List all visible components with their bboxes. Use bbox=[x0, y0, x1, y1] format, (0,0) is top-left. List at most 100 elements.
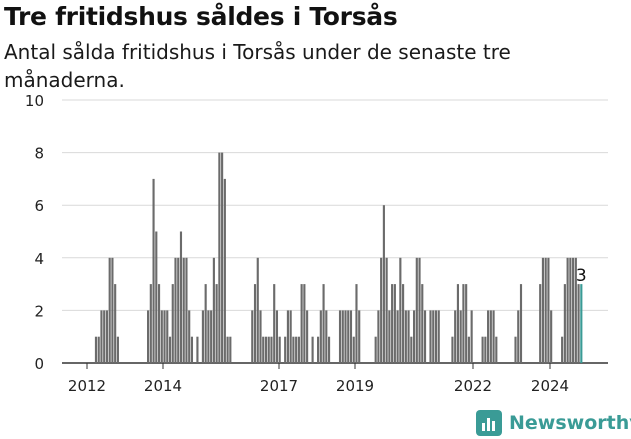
chart-title: Tre fritidshus såldes i Torsås bbox=[4, 2, 398, 31]
bar bbox=[380, 257, 383, 363]
bar-chart: 0 2 4 6 8 10 2012 2014 2017 2019 2022 2024 3 bbox=[25, 92, 608, 395]
bar bbox=[539, 284, 542, 363]
y-tick-label: 2 bbox=[34, 302, 44, 320]
y-tick-label: 4 bbox=[34, 250, 44, 268]
bar bbox=[177, 257, 180, 363]
y-axis: 0 2 4 6 8 10 bbox=[25, 92, 44, 373]
bar bbox=[147, 310, 150, 363]
x-tick-label: 2014 bbox=[144, 377, 182, 395]
bar bbox=[338, 310, 342, 363]
bar bbox=[349, 310, 353, 363]
newsworthy-logo-icon bbox=[476, 410, 502, 436]
bar bbox=[256, 257, 259, 363]
bar bbox=[166, 310, 169, 363]
bar bbox=[563, 284, 566, 363]
bar bbox=[355, 284, 358, 363]
bar bbox=[574, 257, 577, 363]
bar bbox=[295, 336, 298, 363]
bar bbox=[284, 336, 287, 363]
bar bbox=[382, 205, 385, 363]
bar bbox=[327, 336, 331, 363]
bar bbox=[415, 257, 418, 363]
bar bbox=[201, 310, 204, 363]
last-value-label: 3 bbox=[576, 266, 587, 286]
bar bbox=[344, 310, 347, 363]
bar bbox=[325, 310, 328, 363]
x-tick-label: 2012 bbox=[68, 377, 106, 395]
y-tick-label: 0 bbox=[34, 355, 44, 373]
bar bbox=[418, 257, 421, 363]
bar bbox=[97, 336, 100, 363]
bar bbox=[108, 257, 111, 363]
bar bbox=[270, 336, 273, 363]
bar bbox=[196, 336, 199, 363]
bar bbox=[402, 284, 405, 363]
bar bbox=[278, 336, 281, 363]
bar bbox=[385, 257, 388, 363]
bar bbox=[174, 257, 177, 363]
brand-name: Newsworthy bbox=[509, 412, 631, 434]
bar bbox=[456, 284, 460, 363]
bar bbox=[171, 284, 174, 363]
bar bbox=[229, 336, 232, 363]
bar bbox=[374, 336, 377, 363]
bar bbox=[517, 310, 520, 363]
bar bbox=[377, 310, 380, 363]
bar bbox=[116, 336, 119, 363]
newsworthy-logo: Newsworthy bbox=[476, 408, 631, 438]
x-tick-label: 2019 bbox=[336, 377, 374, 395]
bar bbox=[393, 284, 396, 363]
bar bbox=[437, 310, 440, 363]
bar bbox=[519, 284, 523, 363]
bar bbox=[179, 231, 183, 363]
bar bbox=[111, 257, 114, 363]
bar bbox=[550, 310, 553, 363]
bar bbox=[569, 257, 572, 363]
bar bbox=[423, 310, 427, 363]
bar bbox=[317, 336, 320, 363]
y-tick-label: 10 bbox=[25, 92, 44, 110]
bar bbox=[223, 178, 226, 363]
bar bbox=[391, 284, 394, 363]
bar bbox=[253, 284, 257, 363]
bar bbox=[168, 336, 172, 363]
bar bbox=[572, 257, 575, 363]
bar bbox=[190, 336, 194, 363]
x-axis: 2012 2014 2017 2019 2022 2024 bbox=[68, 363, 569, 395]
bar bbox=[292, 336, 295, 363]
bar bbox=[152, 178, 155, 363]
bar bbox=[432, 310, 435, 363]
bar bbox=[412, 310, 416, 363]
bar bbox=[221, 152, 224, 363]
bar bbox=[204, 284, 207, 363]
bar bbox=[470, 310, 473, 363]
bar bbox=[396, 310, 399, 363]
bar bbox=[561, 336, 564, 363]
bar bbox=[434, 310, 438, 363]
bar bbox=[580, 284, 583, 363]
bar bbox=[303, 284, 306, 363]
bar bbox=[410, 336, 413, 363]
bar bbox=[226, 336, 229, 363]
bar bbox=[215, 284, 218, 363]
bar bbox=[489, 310, 492, 363]
y-tick-label: 6 bbox=[34, 197, 44, 215]
bar bbox=[541, 257, 545, 363]
bar bbox=[492, 310, 495, 363]
bar bbox=[149, 284, 152, 363]
bar bbox=[264, 336, 268, 363]
bar bbox=[160, 310, 163, 363]
bar bbox=[188, 310, 191, 363]
bar bbox=[114, 284, 117, 363]
bar bbox=[155, 231, 158, 363]
bar bbox=[212, 257, 215, 363]
bar bbox=[388, 310, 391, 363]
bar bbox=[218, 152, 221, 363]
bar bbox=[404, 310, 407, 363]
bar bbox=[311, 336, 314, 363]
bar bbox=[306, 310, 309, 363]
bar bbox=[547, 257, 550, 363]
bar bbox=[251, 310, 254, 363]
bar bbox=[259, 310, 262, 363]
bar bbox=[273, 284, 276, 363]
